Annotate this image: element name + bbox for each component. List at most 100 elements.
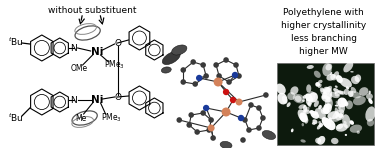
Circle shape: [236, 73, 242, 79]
Ellipse shape: [338, 103, 345, 113]
Ellipse shape: [321, 107, 326, 114]
Circle shape: [213, 62, 219, 68]
Text: OMe: OMe: [71, 63, 88, 73]
Ellipse shape: [324, 104, 332, 114]
Ellipse shape: [307, 102, 311, 106]
Text: higher MW: higher MW: [299, 47, 348, 56]
Ellipse shape: [325, 97, 333, 109]
Ellipse shape: [162, 51, 180, 65]
Ellipse shape: [314, 100, 319, 107]
Circle shape: [180, 67, 186, 73]
Circle shape: [208, 117, 214, 123]
Ellipse shape: [331, 138, 338, 144]
Ellipse shape: [344, 121, 347, 124]
Ellipse shape: [343, 62, 353, 72]
Ellipse shape: [317, 125, 321, 130]
Ellipse shape: [332, 109, 344, 122]
Ellipse shape: [368, 98, 373, 104]
Ellipse shape: [315, 108, 326, 119]
Ellipse shape: [326, 86, 332, 92]
Ellipse shape: [327, 74, 335, 81]
Ellipse shape: [367, 119, 374, 126]
Ellipse shape: [295, 95, 302, 102]
Ellipse shape: [344, 102, 349, 106]
Text: without substituent: without substituent: [48, 6, 137, 15]
Ellipse shape: [326, 118, 328, 120]
Ellipse shape: [321, 89, 326, 94]
Circle shape: [248, 102, 254, 108]
Circle shape: [260, 115, 266, 121]
Ellipse shape: [299, 112, 307, 122]
Ellipse shape: [310, 111, 319, 119]
Circle shape: [256, 125, 262, 131]
Ellipse shape: [315, 82, 320, 87]
Ellipse shape: [291, 129, 294, 132]
Text: Me: Me: [75, 114, 86, 123]
Ellipse shape: [369, 91, 371, 94]
Circle shape: [230, 97, 236, 103]
Text: PMe$_3$: PMe$_3$: [101, 112, 122, 124]
Ellipse shape: [323, 108, 328, 113]
Circle shape: [256, 105, 262, 111]
Circle shape: [246, 127, 252, 133]
Ellipse shape: [331, 99, 332, 102]
Ellipse shape: [322, 91, 327, 99]
Ellipse shape: [350, 120, 354, 125]
Text: $^t$Bu: $^t$Bu: [8, 112, 24, 124]
Ellipse shape: [321, 95, 331, 102]
Ellipse shape: [325, 93, 332, 100]
Ellipse shape: [262, 131, 276, 139]
Ellipse shape: [337, 105, 341, 109]
Ellipse shape: [277, 93, 287, 104]
Circle shape: [180, 79, 186, 85]
Ellipse shape: [336, 123, 348, 132]
Ellipse shape: [313, 111, 318, 115]
Ellipse shape: [309, 92, 318, 102]
Text: N: N: [70, 44, 77, 53]
Ellipse shape: [351, 76, 359, 84]
Ellipse shape: [304, 107, 310, 113]
Ellipse shape: [341, 91, 345, 95]
Circle shape: [214, 78, 223, 86]
Ellipse shape: [333, 88, 339, 93]
Ellipse shape: [342, 114, 350, 128]
Ellipse shape: [303, 105, 307, 112]
Ellipse shape: [335, 113, 344, 120]
Text: N: N: [70, 95, 77, 104]
Ellipse shape: [293, 94, 305, 103]
Ellipse shape: [327, 111, 339, 119]
Ellipse shape: [322, 117, 331, 128]
Ellipse shape: [314, 94, 316, 95]
Ellipse shape: [350, 91, 361, 98]
Ellipse shape: [335, 107, 339, 116]
Circle shape: [263, 92, 269, 98]
Ellipse shape: [341, 99, 347, 105]
Circle shape: [216, 73, 222, 79]
Ellipse shape: [276, 84, 286, 94]
Circle shape: [240, 137, 246, 143]
Ellipse shape: [330, 74, 337, 80]
Ellipse shape: [325, 64, 332, 70]
Ellipse shape: [345, 100, 353, 109]
Circle shape: [188, 112, 194, 118]
Ellipse shape: [322, 63, 332, 76]
Circle shape: [242, 117, 248, 123]
Ellipse shape: [313, 119, 318, 124]
Ellipse shape: [320, 88, 324, 92]
Circle shape: [238, 115, 244, 121]
Ellipse shape: [330, 92, 339, 98]
Text: PMe$_3$: PMe$_3$: [104, 59, 125, 71]
Ellipse shape: [330, 72, 332, 75]
Ellipse shape: [305, 93, 313, 102]
Text: O: O: [114, 92, 121, 102]
Text: less branching: less branching: [291, 34, 357, 43]
Text: Polyethylene with: Polyethylene with: [283, 8, 364, 17]
Ellipse shape: [318, 84, 322, 88]
Text: O: O: [114, 38, 121, 48]
Ellipse shape: [287, 102, 291, 107]
Ellipse shape: [355, 74, 361, 82]
Ellipse shape: [336, 124, 343, 129]
Ellipse shape: [350, 125, 362, 133]
Circle shape: [194, 129, 200, 135]
Ellipse shape: [356, 131, 360, 134]
